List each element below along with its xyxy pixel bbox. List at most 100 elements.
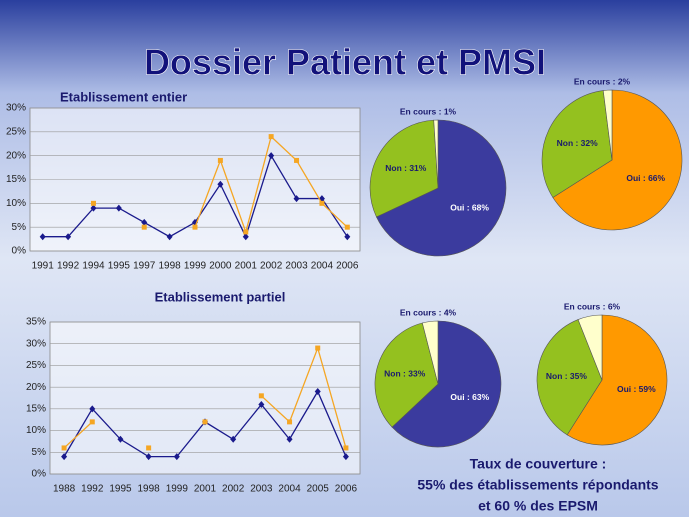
x-tick-label: 2002 [222, 484, 245, 495]
marker [344, 224, 350, 230]
x-tick-label: 1992 [81, 484, 104, 495]
marker [344, 233, 351, 241]
pie-slice [374, 322, 439, 428]
marker [141, 224, 147, 230]
pie-slice [433, 119, 439, 189]
slide-title: Dossier Patient et PMSI [144, 42, 546, 83]
marker [39, 233, 46, 241]
x-tick-label: 2004 [278, 484, 301, 495]
pie-slice [566, 314, 668, 446]
y-tick-label: 5% [12, 222, 27, 233]
x-tick-label: 1995 [109, 484, 132, 495]
x-tick-label: 1998 [158, 261, 181, 272]
pie-label: Non : 31% [385, 163, 427, 173]
x-tick-label: 1999 [184, 261, 207, 272]
x-tick-label: 1988 [53, 484, 76, 495]
marker [141, 218, 148, 226]
marker [258, 401, 265, 409]
y-tick-label: 20% [6, 150, 26, 161]
marker [117, 435, 124, 443]
x-tick-label: 1991 [32, 261, 55, 272]
marker [65, 233, 72, 241]
y-tick-label: 30% [26, 338, 46, 349]
marker [146, 445, 152, 451]
series-line [63, 345, 347, 449]
x-tick-label: 1995 [108, 261, 131, 272]
x-tick-label: 1999 [166, 484, 189, 495]
x-tick-label: 2006 [335, 484, 358, 495]
y-tick-label: 10% [26, 425, 46, 436]
x-tick-label: 2001 [235, 261, 258, 272]
marker [61, 453, 68, 461]
pie-slice [552, 89, 683, 231]
pie-label: En cours : 2% [574, 76, 631, 86]
marker [145, 453, 152, 461]
coverage-text: Taux de couverture : [470, 456, 607, 472]
x-tick-label: 2005 [307, 484, 330, 495]
pie-label: En cours : 4% [400, 307, 457, 317]
marker [268, 152, 275, 160]
pie-label: En cours : 1% [400, 106, 457, 116]
x-tick-label: 2003 [250, 484, 273, 495]
y-tick-label: 35% [26, 317, 46, 328]
y-tick-label: 25% [26, 360, 46, 371]
marker [89, 419, 95, 425]
pie-label: Oui : 63% [450, 392, 489, 402]
pie-slice [391, 320, 502, 448]
pie-label: En cours : 6% [564, 301, 621, 311]
pie-label: Non : 35% [546, 371, 588, 381]
x-tick-label: 2002 [260, 261, 283, 272]
y-tick-label: 0% [12, 246, 27, 257]
y-tick-label: 0% [32, 469, 47, 480]
marker [294, 157, 300, 163]
coverage-text: 55% des établissements répondants [417, 477, 658, 493]
pie-label: Non : 32% [557, 138, 599, 148]
pie-label: Oui : 59% [617, 384, 656, 394]
pie-slice [376, 119, 507, 257]
pie-slice [536, 319, 603, 436]
marker [230, 435, 237, 443]
y-tick-label: 20% [26, 382, 46, 393]
y-tick-label: 15% [26, 403, 46, 414]
x-tick-label: 1992 [57, 261, 80, 272]
chart-title: Etablissement partiel [155, 289, 286, 304]
x-tick-label: 2006 [336, 261, 359, 272]
pie-slice [602, 89, 613, 161]
marker [90, 204, 97, 212]
marker [61, 445, 67, 451]
pie-label: Non : 33% [384, 369, 426, 379]
marker [319, 200, 325, 206]
x-tick-label: 1997 [133, 261, 156, 272]
x-tick-label: 2000 [209, 261, 232, 272]
marker [243, 229, 249, 235]
marker [192, 224, 198, 230]
marker [287, 419, 293, 425]
marker [166, 233, 173, 241]
marker [343, 445, 349, 451]
coverage-text: et 60 % des EPSM [478, 498, 598, 514]
marker [314, 387, 321, 395]
y-tick-label: 5% [32, 447, 47, 458]
marker [286, 435, 293, 443]
marker [342, 453, 349, 461]
marker [202, 419, 208, 425]
y-tick-label: 30% [6, 103, 26, 114]
y-tick-label: 15% [6, 174, 26, 185]
pie-slice [369, 119, 439, 218]
marker [242, 233, 249, 241]
x-tick-label: 1994 [82, 261, 105, 272]
marker [89, 405, 96, 413]
marker [315, 345, 321, 351]
marker [258, 393, 264, 399]
chart-title: Etablissement entier [60, 89, 187, 104]
marker [90, 200, 96, 206]
marker [217, 180, 224, 188]
y-tick-label: 10% [6, 198, 26, 209]
marker [115, 204, 122, 212]
pie-label: Oui : 68% [450, 202, 489, 212]
plot-area [49, 321, 361, 475]
pie-slice [577, 314, 603, 381]
marker [217, 157, 223, 163]
x-tick-label: 1998 [138, 484, 161, 495]
